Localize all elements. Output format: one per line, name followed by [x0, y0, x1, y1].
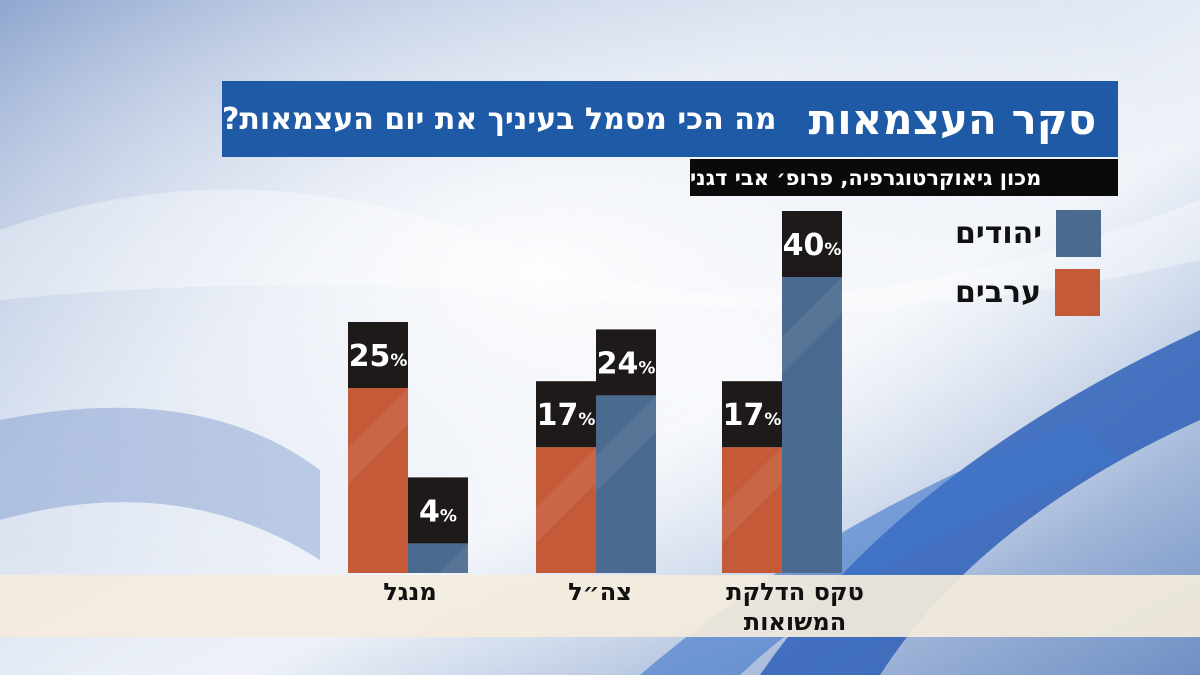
value-label-arabs-2: 17%: [723, 398, 782, 433]
bar-jews-1: [596, 395, 656, 573]
bar-arabs-2: [722, 447, 782, 573]
bar-jews-2: [782, 277, 842, 573]
legend-swatch-arabs: [1055, 269, 1101, 316]
bar-shade-jews-1: [596, 395, 656, 492]
bar-arabs-1: [536, 447, 596, 573]
bar-shade-jews-2: [782, 277, 842, 373]
bar-shade-arabs-1: [536, 447, 596, 544]
legend-item-jews: יהודים: [955, 210, 1102, 257]
value-label-arabs-0: 25%: [349, 339, 408, 374]
legend-label-arabs: ערבים: [955, 275, 1042, 310]
category-label-mangal: מנגל: [383, 578, 437, 606]
value-box-jews-2: [782, 211, 842, 277]
bar-shade-arabs-2: [722, 447, 782, 544]
value-label-jews-2: 40%: [783, 228, 842, 263]
category-label-idf: צה״ל: [568, 578, 632, 606]
source-label: מכון גיאוקרטוגרפיה, פרופ׳ אבי דגני: [690, 159, 1118, 196]
value-label-arabs-1: 17%: [537, 398, 596, 433]
category-label-torch-ceremony: טקס הדלקת המשואות: [726, 578, 864, 636]
chart-question: מה הכי מסמל בעיניך את יום העצמאות?: [222, 101, 777, 137]
value-box-jews-0: [408, 477, 468, 544]
value-box-jews-1: [596, 329, 656, 396]
bar-shade-jews-0: [408, 543, 468, 640]
value-label-jews-0: 4%: [419, 494, 457, 529]
bar-arabs-0: [348, 388, 408, 573]
value-box-arabs-2: [722, 381, 782, 448]
chart-title: סקר העצמאות: [808, 94, 1097, 144]
legend-item-arabs: ערבים: [955, 269, 1101, 316]
title-bar: סקר העצמאות מה הכי מסמל בעיניך את יום הע…: [222, 81, 1118, 157]
value-label-jews-1: 24%: [597, 346, 656, 381]
value-box-arabs-1: [536, 381, 596, 448]
bar-jews-0: [408, 543, 468, 573]
value-box-arabs-0: [348, 322, 408, 388]
bar-shade-arabs-0: [348, 388, 408, 484]
legend-label-jews: יהודים: [955, 216, 1043, 251]
legend-swatch-jews: [1056, 210, 1102, 257]
